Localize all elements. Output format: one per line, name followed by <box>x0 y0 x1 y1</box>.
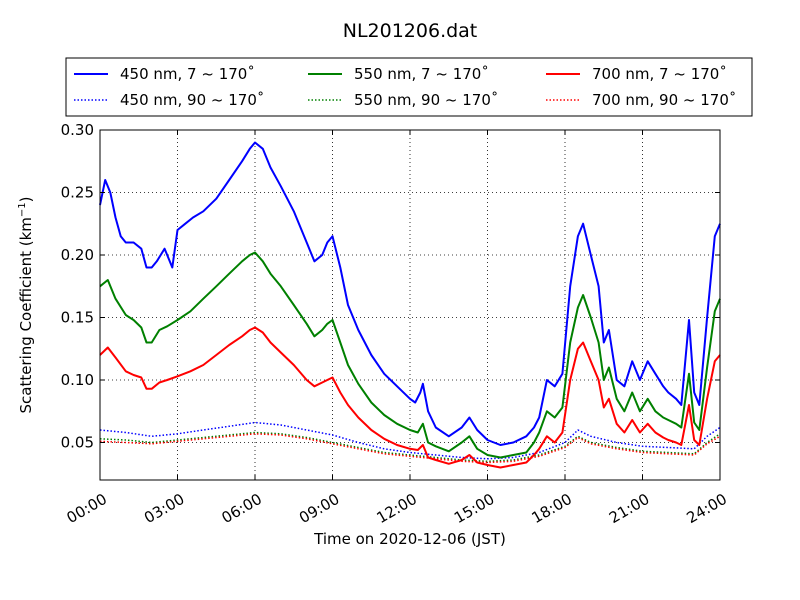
y-tick-label: 0.30 <box>61 121 94 139</box>
y-axis-label-main: Scattering Coefficient (km <box>17 217 35 413</box>
y-axis-label-end: ) <box>17 196 35 202</box>
x-axis-label: Time on 2020-12-06 (JST) <box>313 530 506 548</box>
y-tick-label: 0.10 <box>61 371 94 389</box>
y-axis-label-superscript: −1 <box>17 202 28 217</box>
series-line-4 <box>99 326 721 469</box>
y-axis-label: Scattering Coefficient (km−1) <box>17 196 35 413</box>
legend-label-4: 700 nm, 7 ~ 170˚ <box>592 65 727 83</box>
y-tick-label: 0.15 <box>61 309 94 327</box>
series-line-3 <box>99 431 721 463</box>
y-tick-label: 0.25 <box>61 184 94 202</box>
legend: 450 nm, 7 ~ 170˚ 450 nm, 90 ~ 170˚ 550 nm,… <box>65 57 753 117</box>
legend-label-0: 450 nm, 7 ~ 170˚ <box>120 65 255 83</box>
series-line-0 <box>99 141 721 446</box>
series-line-1 <box>99 421 721 460</box>
plot-area: 00:00 03:00 06:00 09:00 12:00 15:00 18:00 21:00… <box>61 121 730 527</box>
y-tick-label: 0.20 <box>61 246 94 264</box>
legend-label-3: 550 nm, 90 ~ 170˚ <box>354 91 498 109</box>
series-layer <box>99 141 721 469</box>
chart-title: NL201206.dat <box>343 20 478 42</box>
y-tick-label: 0.05 <box>61 434 94 452</box>
legend-box <box>65 57 753 117</box>
series-line-2 <box>99 251 721 459</box>
legend-label-5: 700 nm, 90 ~ 170˚ <box>592 91 736 109</box>
series-line-5 <box>99 433 721 464</box>
legend-label-1: 450 nm, 90 ~ 170˚ <box>120 91 264 109</box>
legend-label-2: 550 nm, 7 ~ 170˚ <box>354 65 489 83</box>
